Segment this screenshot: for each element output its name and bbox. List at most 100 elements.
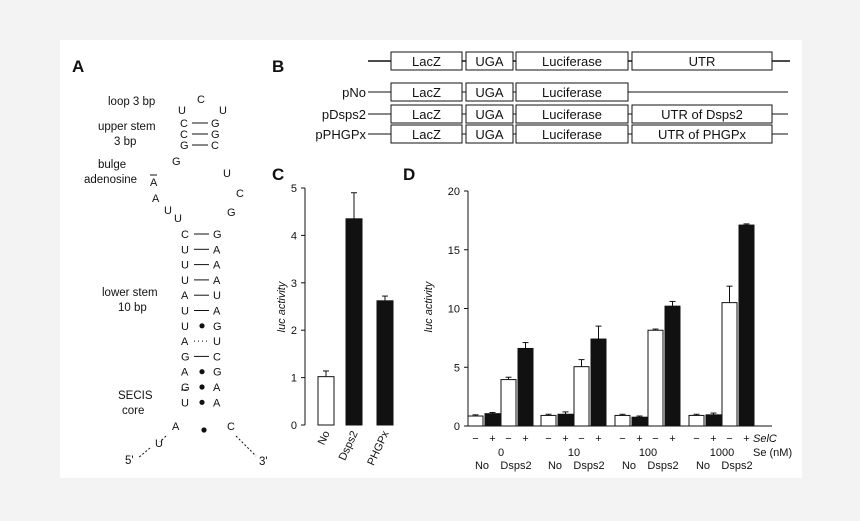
nt-lower-right: A xyxy=(213,306,221,318)
nt-bulge-adenosine: A xyxy=(150,177,158,189)
nt-loop-top: C xyxy=(197,94,205,106)
se-axis-label: Se (nM) xyxy=(753,447,792,459)
nt-lower-left: G xyxy=(181,351,190,363)
se-concentration-label: 10 xyxy=(568,447,580,459)
nt-right-g: G xyxy=(227,207,236,219)
construct-label-dsps2: Dsps2 xyxy=(721,460,752,472)
y-tick-label: 5 xyxy=(291,183,297,195)
selc-sign-label: − xyxy=(578,433,584,445)
panel-a-letter: A xyxy=(72,57,84,76)
nt-lower-right: G xyxy=(213,229,222,241)
nt-upper-right: G xyxy=(211,118,220,130)
construct-label-dsps2: Dsps2 xyxy=(647,460,678,472)
nt-upper-left: G xyxy=(180,140,189,152)
bar xyxy=(517,347,534,427)
bar xyxy=(376,300,394,426)
y-tick-label: 2 xyxy=(291,325,297,337)
uga-box-label: UGA xyxy=(475,85,504,100)
nt-lower-right: A xyxy=(213,275,221,287)
upper-stem-size: 3 bp xyxy=(114,136,136,148)
upper-stem: C GC GG C xyxy=(180,118,220,152)
strand-5-tail xyxy=(137,447,151,459)
bar xyxy=(631,416,648,427)
strand-5-link xyxy=(159,435,167,443)
non-canonical-pair-dot xyxy=(199,323,205,329)
bar xyxy=(345,218,363,426)
nt-lower-left: U xyxy=(181,397,189,409)
bar xyxy=(573,366,590,427)
nt-bottom-c: C xyxy=(227,421,235,433)
nt-bulge-g: G xyxy=(172,156,181,168)
luciferase-box xyxy=(515,104,629,124)
nt-lower-right: U xyxy=(213,290,221,302)
lower-stem-size: 10 bp xyxy=(118,302,147,314)
nt-upper-left: C xyxy=(180,129,188,141)
construct-label-no: No xyxy=(622,460,636,472)
lacz-box-label: LacZ xyxy=(412,54,441,69)
bar xyxy=(557,413,574,427)
category-label: No xyxy=(316,429,333,447)
uga-box xyxy=(465,104,514,124)
y-tick-label: 4 xyxy=(291,230,297,242)
bulge-adenosine-label: adenosine xyxy=(84,174,137,186)
panel-b-constructs: B LacZ UGA Luciferase UTR pNo LacZ UGA Lucifera… xyxy=(272,51,790,144)
construct-name: pNo xyxy=(342,85,366,100)
panel-b-letter: B xyxy=(272,57,284,76)
luciferase-box xyxy=(515,51,629,71)
selc-sign-label: − xyxy=(505,433,511,445)
selc-sign-label: − xyxy=(545,433,551,445)
luciferase-box xyxy=(515,124,629,144)
nt-loop-right: U xyxy=(219,105,227,117)
uga-box xyxy=(465,82,514,102)
nt-lower-right: A xyxy=(213,260,221,272)
utr-box xyxy=(631,104,773,124)
y-axis-title: luc activity xyxy=(423,280,435,332)
construct-label-no: No xyxy=(548,460,562,472)
nt-right-c: C xyxy=(236,188,244,200)
lacz-box-label: LacZ xyxy=(412,85,441,100)
y-tick-label: 15 xyxy=(448,245,460,257)
nt-lower-left: U xyxy=(181,321,189,333)
bar xyxy=(721,302,738,427)
loop-label: loop 3 bp xyxy=(108,96,155,108)
bulge-label: bulge xyxy=(98,159,126,171)
selc-label: SelC xyxy=(753,433,777,445)
nt-upper-left: C xyxy=(180,118,188,130)
nt-lower-left: G xyxy=(181,382,190,394)
selc-sign-label: + xyxy=(669,433,675,445)
uga-box xyxy=(465,51,514,71)
bar xyxy=(688,414,705,427)
nt-lower-left: A xyxy=(181,367,189,379)
selc-sign-label: + xyxy=(743,433,749,445)
bar xyxy=(614,414,631,427)
nt-lower-right: A xyxy=(213,397,221,409)
selc-sign-label: + xyxy=(636,433,642,445)
nt-upper-right: C xyxy=(211,140,219,152)
non-canonical-pair-dot xyxy=(199,384,205,390)
nt-lower-left: U xyxy=(181,244,189,256)
bar xyxy=(467,415,484,427)
y-tick-label: 3 xyxy=(291,278,297,290)
nt-lower-left: A xyxy=(181,336,189,348)
y-tick-label: 1 xyxy=(291,373,297,385)
y-tick-label: 0 xyxy=(291,420,297,432)
construct-label-dsps2: Dsps2 xyxy=(500,460,531,472)
luciferase-box-label: Luciferase xyxy=(542,127,602,142)
nt-loop-left: U xyxy=(178,105,186,117)
secis-pair-dot xyxy=(201,427,207,433)
nt-lower-left: U xyxy=(181,306,189,318)
bar xyxy=(647,329,664,427)
nt-right-u: U xyxy=(223,168,231,180)
selc-sign-label: + xyxy=(562,433,568,445)
nt-bottom-a: A xyxy=(172,421,180,433)
bar xyxy=(317,376,335,426)
nt-lower-left: U xyxy=(181,275,189,287)
uga-box-label: UGA xyxy=(475,54,504,69)
luciferase-box-label: Luciferase xyxy=(542,107,602,122)
lacz-box-label: LacZ xyxy=(412,127,441,142)
selc-sign-label: − xyxy=(693,433,699,445)
luciferase-box-label: Luciferase xyxy=(542,54,602,69)
secis-label: SECIS xyxy=(118,390,153,402)
